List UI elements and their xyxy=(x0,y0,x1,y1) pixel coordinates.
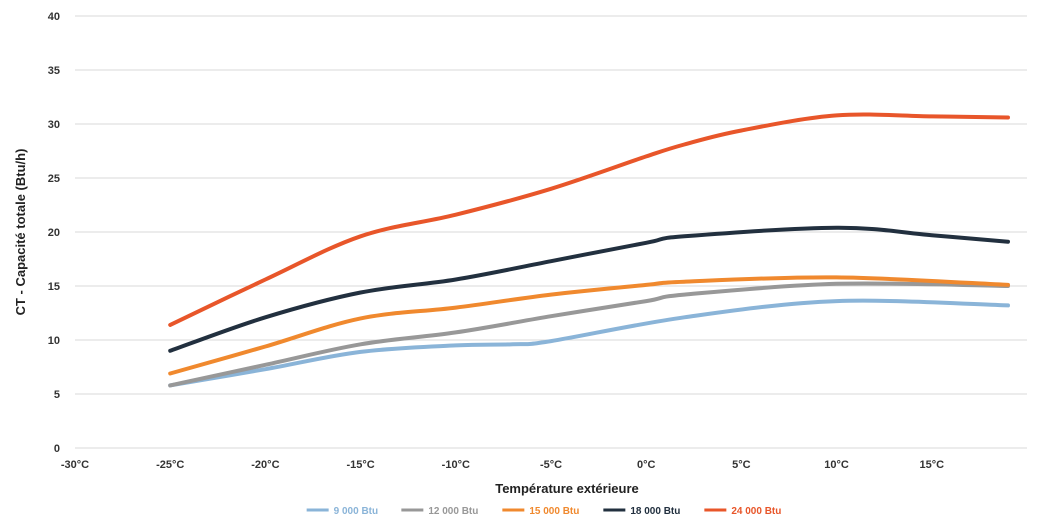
y-tick-label: 10 xyxy=(48,335,60,347)
gridlines xyxy=(75,15,1027,449)
y-tick-label: 35 xyxy=(48,65,60,77)
y-tick-label: 5 xyxy=(54,389,60,401)
series-line-1 xyxy=(168,298,1010,388)
series-line-5 xyxy=(168,112,1010,327)
x-tick-label: -10°C xyxy=(442,459,470,471)
legend: 9 000 Btu 12 000 Btu 15 000 Btu 18 000 Btu 2… xyxy=(306,506,781,517)
legend-label: 15 000 Btu xyxy=(529,506,579,517)
x-tick-label: -25°C xyxy=(156,459,184,471)
series-line-3 xyxy=(168,275,1010,376)
y-axis-title: CT - Capacité totale (Btu/h) xyxy=(13,149,28,316)
y-tick-label: 15 xyxy=(48,281,60,293)
x-tick-label: 10°C xyxy=(824,459,849,471)
x-tick-label: -5°C xyxy=(540,459,562,471)
series-line-4 xyxy=(168,225,1010,353)
y-tick-label: 40 xyxy=(48,11,60,23)
x-tick-label: -30°C xyxy=(61,459,89,471)
x-axis-title: Température extérieure xyxy=(495,481,639,496)
legend-label: 24 000 Btu xyxy=(731,506,781,517)
x-tick-label: -20°C xyxy=(251,459,279,471)
y-tick-label: 25 xyxy=(48,173,60,185)
x-tick-label: -15°C xyxy=(346,459,374,471)
x-tick-label: 15°C xyxy=(920,459,945,471)
legend-label: 18 000 Btu xyxy=(630,506,680,517)
y-tick-label: 0 xyxy=(54,443,60,455)
legend-label: 9 000 Btu xyxy=(334,506,378,517)
y-tick-label: 30 xyxy=(48,119,60,131)
series-line-2 xyxy=(168,281,1010,388)
legend-label: 12 000 Btu xyxy=(428,506,478,517)
x-axis-ticks: -30°C -25°C -20°C -15°C -10°C -5°C 0°C 5°C 10°C 1… xyxy=(61,459,944,471)
x-tick-label: 0°C xyxy=(637,459,656,471)
series-lines xyxy=(168,112,1010,388)
x-tick-label: 5°C xyxy=(732,459,751,471)
y-axis-ticks: 0 5 10 15 20 25 30 35 40 xyxy=(48,11,60,455)
y-tick-label: 20 xyxy=(48,227,60,239)
